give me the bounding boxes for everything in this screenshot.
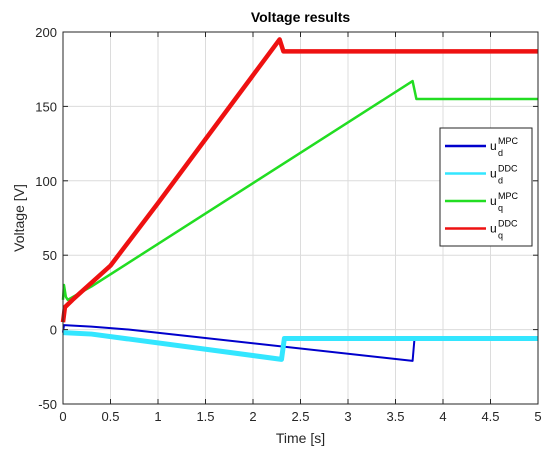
legend-label-sub: d [498, 148, 503, 158]
series-line-q-ddc [60, 37, 538, 323]
x-tick-label: 1 [154, 409, 161, 424]
legend-label-sub: q [498, 203, 503, 213]
y-tick-label: 0 [50, 323, 57, 338]
x-tick-label: 4 [439, 409, 446, 424]
y-tick-label: -50 [38, 397, 57, 412]
x-tick-label: 2.5 [291, 409, 309, 424]
legend-label-sub: q [498, 231, 503, 241]
series-layer [60, 37, 538, 362]
y-tick-label: 200 [35, 25, 57, 40]
chart-title: Voltage results [251, 9, 351, 25]
x-tick-label: 1.5 [196, 409, 214, 424]
x-tick-label: 3 [344, 409, 351, 424]
x-tick-label: 0 [59, 409, 66, 424]
legend-label-sup: MPC [498, 191, 519, 201]
x-axis-label: Time [s] [276, 430, 325, 446]
y-tick-label: 150 [35, 99, 57, 114]
x-tick-label: 2 [249, 409, 256, 424]
legend-label-base: u [490, 139, 497, 153]
y-tick-label: 50 [43, 248, 57, 263]
legend-entry: u DDC d [445, 164, 518, 186]
legend-label-sup: MPC [498, 136, 519, 146]
legend-entry: u MPC q [445, 191, 519, 213]
legend-label-base: u [490, 167, 497, 181]
legend-entry: u MPC d [445, 136, 519, 158]
y-tick-label: 100 [35, 174, 57, 189]
legend-label-sub: d [498, 176, 503, 186]
x-tick-label: 0.5 [101, 409, 119, 424]
legend-label-base: u [490, 222, 497, 236]
x-tick-label: 5 [534, 409, 541, 424]
legend-label-sup: DDC [498, 164, 518, 174]
legend-box [439, 127, 533, 247]
legend-label-sup: DDC [498, 219, 518, 229]
legend-entry: u DDC q [445, 219, 518, 241]
x-tick-label: 3.5 [386, 409, 404, 424]
y-axis-label: Voltage [V] [11, 184, 27, 252]
x-tick-label: 4.5 [481, 409, 499, 424]
legend-label-base: u [490, 194, 497, 208]
series-line-d-ddc [62, 330, 538, 362]
